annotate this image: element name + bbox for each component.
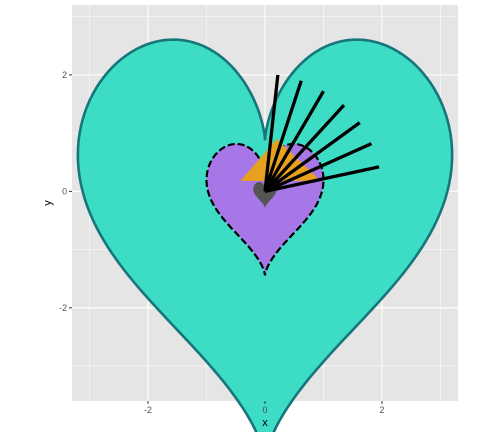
y-axis-title: y [42,200,54,206]
y-tick-label: 0 [62,186,67,196]
ray-segment-7 [264,165,380,193]
ray-segment-1 [263,74,280,192]
ray-segment-5 [264,121,361,193]
axis-ticks [69,74,383,404]
ray-segment-6 [264,142,373,193]
chart-layers [76,38,454,432]
tick-labels: -2 0 2 -2 0 2 [59,70,384,415]
triangle-shape [240,138,321,181]
ray-segment-2 [263,80,303,192]
y-tick-label: -2 [59,303,67,313]
x-tick-label: -2 [144,405,152,415]
x-axis-title: x [262,417,268,429]
ray-segment-3 [263,90,325,193]
x-tick-label: 2 [380,405,385,415]
x-tick-label: 0 [263,405,268,415]
ray-segment-4 [263,104,346,193]
y-tick-label: 2 [62,70,67,80]
